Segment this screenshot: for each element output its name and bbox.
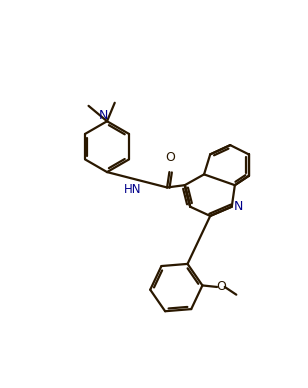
- Text: N: N: [99, 109, 108, 121]
- Text: O: O: [216, 281, 226, 293]
- Text: HN: HN: [124, 183, 142, 196]
- Text: N: N: [234, 200, 243, 213]
- Text: O: O: [165, 151, 175, 165]
